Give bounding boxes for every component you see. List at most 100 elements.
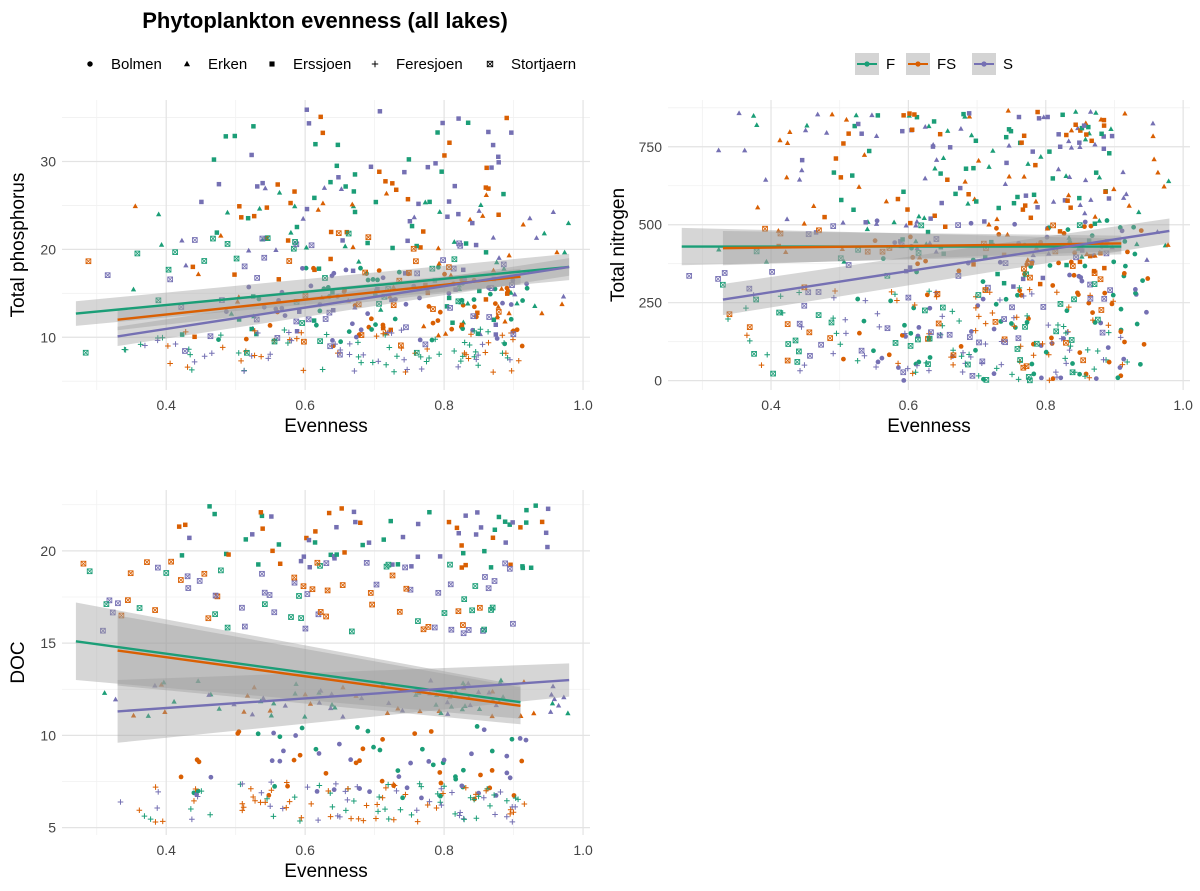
point-stortjaern (801, 302, 808, 309)
point-erssjoen (335, 142, 341, 148)
point-bolmen (281, 748, 286, 754)
point-feresjoen (1009, 371, 1015, 378)
point-erken (966, 113, 973, 119)
point-stortjaern (1069, 369, 1076, 376)
point-bolmen (899, 332, 905, 338)
point-erssjoen (907, 111, 912, 116)
point-erssjoen (276, 277, 282, 282)
point-stortjaern (900, 369, 907, 376)
point-erssjoen (486, 186, 491, 191)
point-stortjaern (715, 276, 721, 282)
point-erssjoen (352, 209, 358, 215)
point-bolmen (208, 774, 214, 780)
point-feresjoen (248, 785, 254, 792)
point-erken (565, 710, 571, 716)
point-stortjaern (291, 579, 298, 586)
point-erssjoen (463, 241, 469, 246)
point-erken (498, 285, 505, 291)
point-erken (799, 167, 805, 173)
point-erken (350, 244, 356, 250)
point-feresjoen (291, 794, 298, 800)
point-stortjaern (326, 309, 333, 316)
point-stortjaern (106, 597, 113, 604)
x-tick-label: 0.6 (899, 397, 919, 413)
point-feresjoen (268, 779, 275, 785)
point-stortjaern (302, 625, 309, 632)
point-bolmen (353, 334, 359, 340)
point-erssjoen (833, 156, 839, 161)
point-bolmen (1058, 375, 1064, 381)
point-erssjoen (366, 540, 372, 545)
point-erssjoen (320, 130, 326, 136)
point-erken (1093, 109, 1099, 115)
point-feresjoen (337, 347, 344, 353)
point-erken (965, 200, 971, 206)
point-erssjoen (533, 503, 538, 508)
point-erssjoen (292, 189, 297, 194)
point-stortjaern (261, 254, 268, 261)
point-erssjoen (914, 114, 920, 120)
point-erssjoen (1031, 192, 1037, 198)
point-feresjoen (975, 373, 982, 379)
point-erken (476, 208, 482, 213)
point-feresjoen (283, 779, 290, 786)
point-stortjaern (207, 333, 214, 340)
point-erken (1025, 161, 1031, 166)
point-erken (338, 186, 345, 192)
point-bolmen (504, 285, 510, 291)
point-erken (224, 209, 231, 215)
point-bolmen (994, 225, 999, 231)
legend-color: F FS S (855, 53, 1013, 75)
point-bolmen (1089, 233, 1095, 239)
point-erken (387, 293, 393, 299)
point-feresjoen (286, 798, 293, 805)
point-bolmen (437, 770, 443, 775)
point-bolmen (243, 336, 249, 342)
point-bolmen (178, 774, 184, 780)
point-bolmen (901, 378, 907, 383)
point-stortjaern (339, 582, 346, 588)
point-erken (1063, 173, 1069, 178)
point-erssjoen (312, 267, 317, 273)
point-erssjoen (176, 524, 182, 529)
point-bolmen (196, 759, 202, 765)
point-feresjoen (304, 784, 311, 790)
point-feresjoen (346, 341, 353, 347)
point-erssjoen (446, 295, 452, 301)
point-bolmen (375, 277, 380, 283)
point-erssjoen (937, 131, 943, 137)
legend-entry-fs: FS (906, 53, 956, 75)
point-erssjoen (288, 200, 293, 206)
point-feresjoen (1053, 369, 1059, 375)
x-axis-title: Evenness (887, 416, 970, 437)
point-erken (130, 712, 137, 718)
point-feresjoen (383, 785, 389, 791)
point-bolmen (299, 725, 305, 731)
point-erssjoen (452, 183, 458, 189)
point-stortjaern (1040, 304, 1047, 310)
x-tick-label: 0.8 (434, 842, 454, 858)
point-feresjoen (251, 328, 258, 334)
point-stortjaern (301, 338, 307, 345)
point-erken (292, 690, 298, 696)
point-bolmen (1012, 221, 1018, 227)
point-bolmen (235, 731, 241, 736)
point-bolmen (1138, 228, 1144, 233)
point-stortjaern (322, 275, 328, 281)
point-feresjoen (1094, 348, 1101, 354)
point-erken (340, 713, 346, 719)
point-feresjoen (351, 368, 358, 374)
point-feresjoen (926, 367, 932, 374)
point-stortjaern (369, 601, 375, 608)
point-erssjoen (312, 540, 318, 545)
point-erken (451, 239, 457, 244)
point-bolmen (1122, 339, 1127, 345)
point-bolmen (412, 731, 418, 736)
point-stortjaern (323, 560, 330, 567)
point-erken (486, 689, 492, 695)
point-stortjaern (884, 325, 891, 332)
x-tick-label: 0.8 (434, 397, 454, 413)
point-erssjoen (336, 175, 341, 180)
point-erssjoen (524, 507, 529, 513)
point-bolmen (1104, 218, 1110, 223)
